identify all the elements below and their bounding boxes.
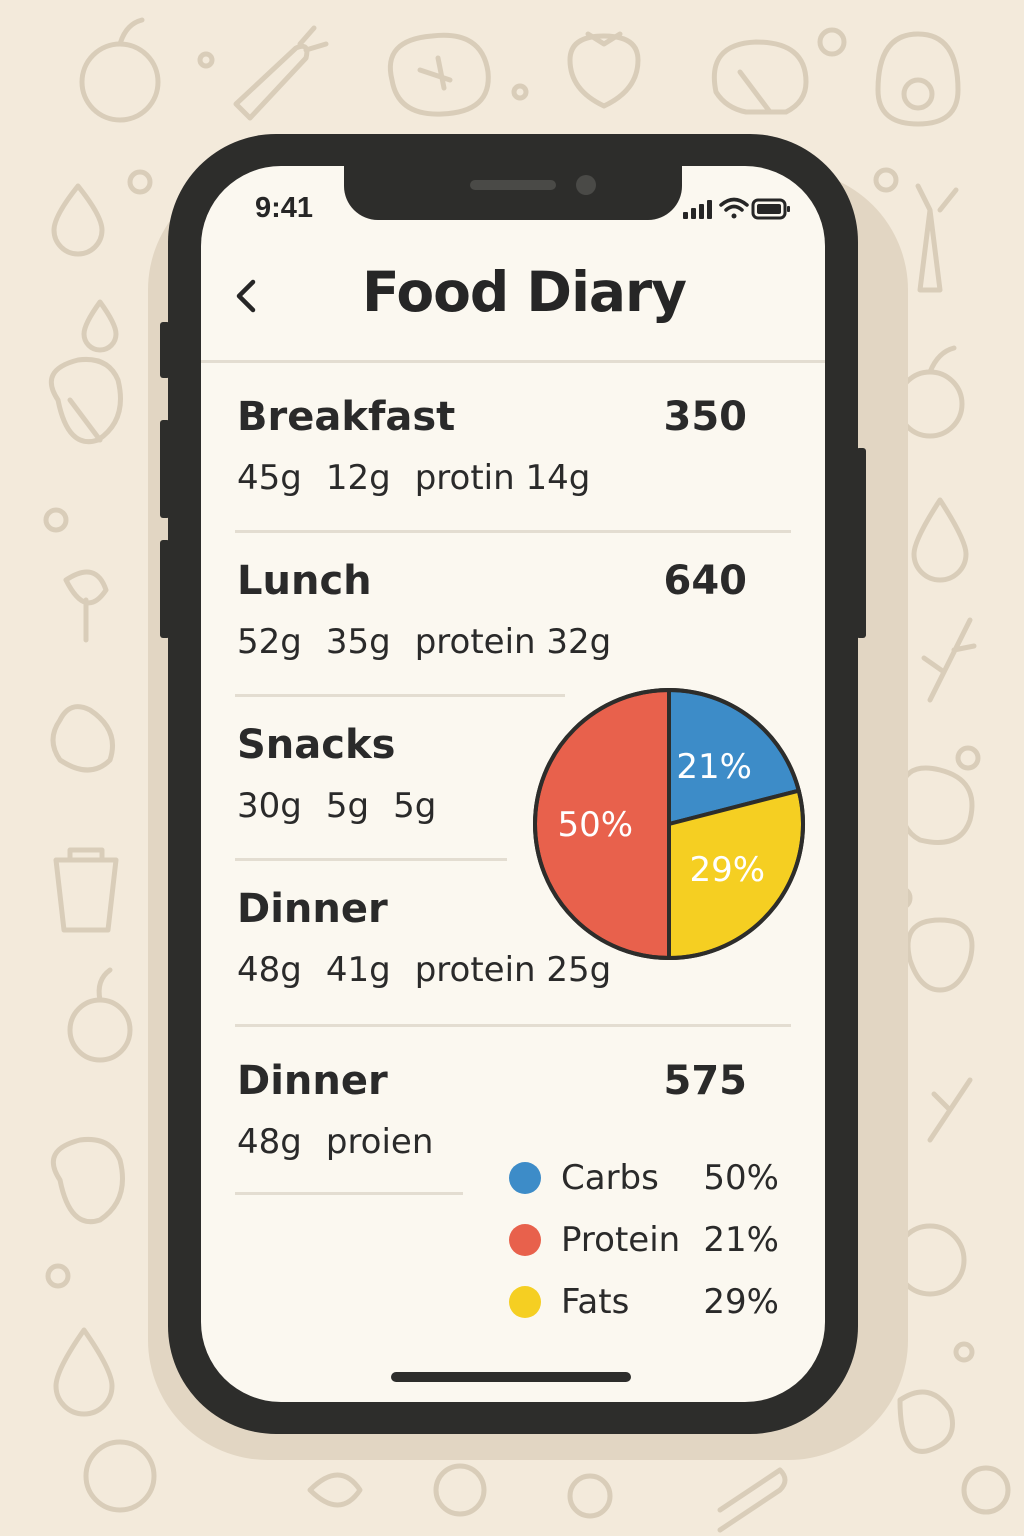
macro-value: 52g [237,622,302,662]
macro-value: 48g [237,950,302,990]
legend-swatch [509,1224,541,1256]
meal-name: Breakfast [237,394,456,440]
macro-value: 5g [393,786,437,826]
macro-value: protein 32g [414,622,612,662]
pie-chart-svg: 21% 29% 50% [533,688,805,960]
silent-switch [160,322,170,378]
macro-value: 45g [237,458,302,498]
volume-down-button [160,540,170,638]
meal-name: Lunch [237,558,372,604]
macro-value: 30g [237,786,302,826]
legend-item-protein: Protein 21% [509,1220,779,1282]
cellular-signal-icon [683,200,712,219]
home-indicator[interactable] [391,1372,631,1382]
macro-value: protin 14g [414,458,591,498]
legend-value: 50% [703,1158,779,1198]
meal-calories: 640 [663,558,748,604]
meal-macros: 30g 5g 5g [237,786,460,826]
meal-name: Dinner [237,1058,388,1104]
meal-macros: 48g proien [237,1122,457,1162]
pie-slice-label: 21% [676,747,752,787]
legend-item-carbs: Carbs 50% [509,1158,779,1220]
divider [235,1192,463,1195]
front-camera [576,175,596,195]
legend-label: Carbs [561,1158,659,1198]
pie-slice-label: 50% [558,805,634,845]
macro-value: proien [325,1122,434,1162]
legend-label: Fats [561,1282,630,1322]
macro-value: 12g [325,458,391,498]
pie-outline [533,688,805,960]
app-screen: 9:41 Food Diary Breakfast 350 [201,166,825,1402]
wifi-icon [719,197,749,219]
back-button[interactable] [225,272,267,320]
chart-legend: Carbs 50% Protein 21% Fats 29% [509,1158,779,1344]
page-title: Food Diary [361,260,687,324]
divider [235,858,507,861]
legend-swatch [509,1286,541,1318]
meal-macros: 48g 41g protein 25g [237,950,635,990]
divider [235,694,565,697]
meal-macros: 45g 12g protin 14g [237,458,614,498]
status-icons [683,197,790,220]
volume-up-button [160,420,170,518]
meal-name: Snacks [237,722,396,768]
app-header: Food Diary [201,236,825,363]
meal-calories: 350 [663,394,748,440]
macro-value: 41g [325,950,391,990]
legend-swatch [509,1162,541,1194]
status-time: 9:41 [255,192,314,224]
macro-value: 35g [325,622,391,662]
meal-name: Dinner [237,886,388,932]
macro-value: protein 25g [414,950,612,990]
pie-slice-label: 29% [689,850,765,890]
chevron-left-icon [236,279,256,313]
phone-notch [344,166,682,220]
legend-value: 21% [703,1220,779,1260]
legend-label: Protein [561,1220,681,1260]
meal-macros: 52g 35g protein 32g [237,622,635,662]
macro-value: 5g [325,786,370,826]
divider [235,530,791,533]
meal-calories: 575 [663,1058,748,1104]
battery-icon [751,198,790,220]
divider [235,1024,791,1027]
speaker-grille [470,180,556,190]
power-button [856,448,866,638]
macro-value: 48g [237,1122,302,1162]
legend-item-fats: Fats 29% [509,1282,779,1344]
macro-pie-chart: 21% 29% 50% [531,686,807,962]
legend-value: 29% [703,1282,779,1322]
